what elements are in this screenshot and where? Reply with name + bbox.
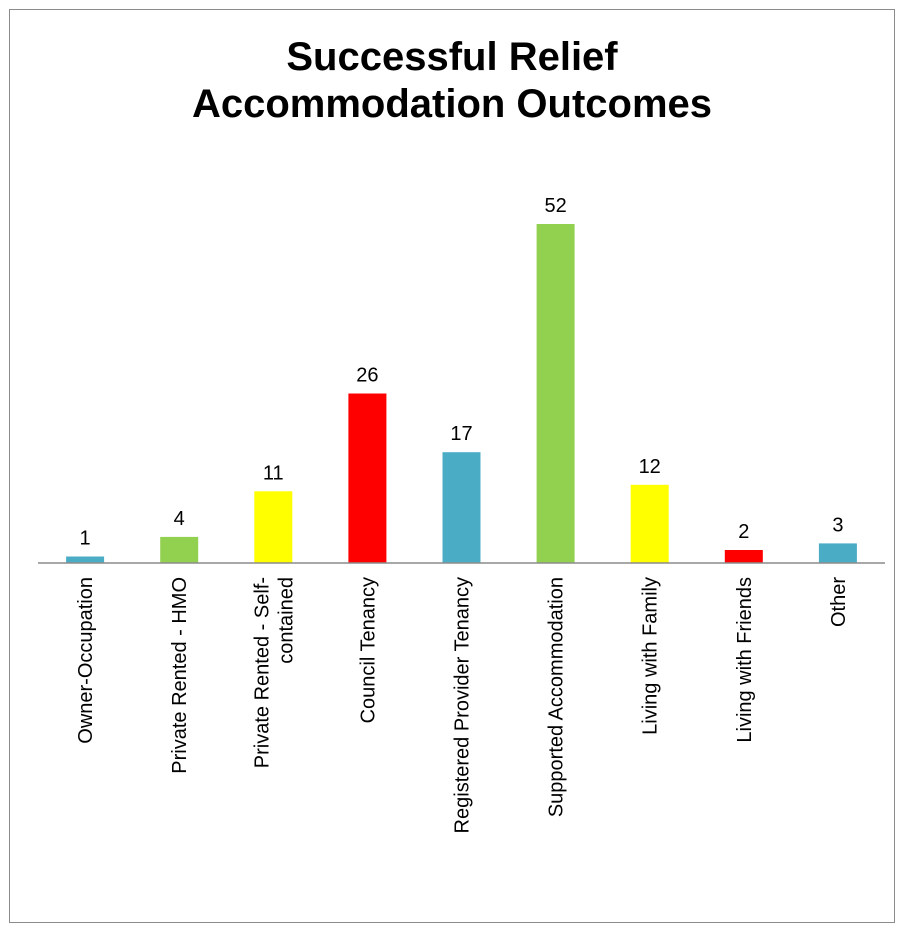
category-label-2-line-0: Private Rented - Self- — [251, 577, 273, 768]
data-label-4: 17 — [450, 423, 472, 445]
category-label-2-line-1: contained — [275, 577, 297, 664]
bar-5 — [536, 224, 575, 563]
bar-2 — [254, 491, 293, 563]
chart-title-line-2: Accommodation Outcomes — [191, 82, 713, 126]
data-label-7: 2 — [738, 521, 749, 543]
data-label-0: 1 — [80, 528, 91, 550]
category-label-0: Owner-Occupation — [75, 577, 97, 744]
data-label-3: 26 — [356, 365, 378, 387]
bar-0 — [66, 556, 105, 563]
bar-8 — [818, 543, 857, 563]
data-label-2: 11 — [263, 462, 284, 484]
data-label-1: 4 — [174, 508, 185, 530]
category-label-6: Living with Family — [640, 577, 662, 735]
chart-title: Successful Relief Accommodation Outcomes — [0, 34, 904, 128]
category-label-5: Supported Accommodation — [546, 577, 568, 817]
data-label-8: 3 — [832, 514, 843, 536]
bar-6 — [630, 484, 669, 563]
bar-3 — [348, 393, 387, 563]
category-label-8: Other — [828, 577, 850, 627]
data-label-6: 12 — [639, 456, 661, 478]
bar-1 — [160, 536, 199, 563]
chart-title-line-1: Successful Relief — [286, 35, 618, 79]
data-label-5: 52 — [544, 195, 566, 217]
bar-7 — [724, 550, 763, 563]
category-label-3: Council Tenancy — [357, 577, 379, 723]
category-label-1: Private Rented - HMO — [169, 577, 191, 774]
bar-4 — [442, 452, 481, 563]
category-label-7: Living with Friends — [734, 577, 756, 743]
category-label-4: Registered Provider Tenancy — [452, 577, 474, 833]
